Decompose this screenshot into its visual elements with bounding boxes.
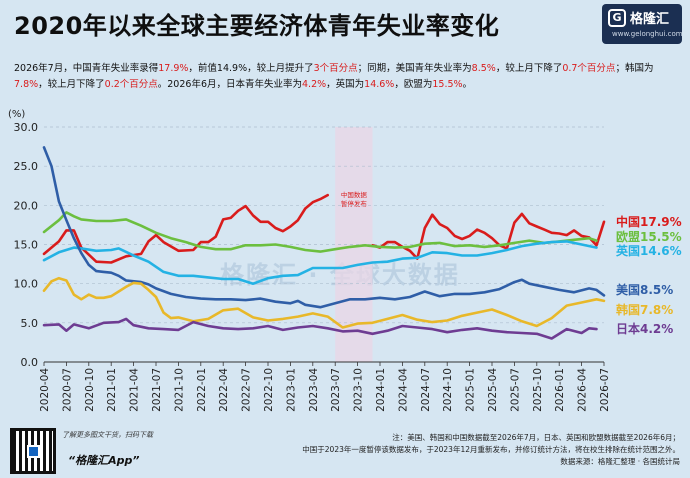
x-tick-label: 2022-01 [196, 368, 208, 412]
logo-name: 格隆汇 [630, 12, 670, 27]
app-promo: 了解更多图文干货，扫码下载 “格隆汇App” [10, 428, 240, 474]
series-line-中国 [371, 212, 606, 260]
qr-code-icon[interactable] [10, 428, 56, 474]
series-end-label: 英国14.6% [616, 243, 682, 258]
note-line-3: 数据来源：格隆汇整理 · 各国统计局 [560, 457, 680, 466]
summary-segment: 2026年7月，中国青年失业率录得 [14, 63, 159, 74]
note-line-2: 中国于2023年一度暂停该数据发布，于2023年12月重新发布，并修订统计方法，… [302, 445, 680, 454]
series-line-英国 [42, 240, 598, 285]
promo-app-name: “格隆汇App” [68, 454, 140, 467]
summary-highlight: 3个百分点 [313, 63, 358, 74]
y-axis-unit: (%) [8, 109, 25, 120]
summary-segment: 。 [462, 79, 473, 90]
y-tick-label: 30.0 [14, 121, 39, 134]
series-line-韩国 [42, 276, 606, 329]
summary-highlight: 4.2% [302, 79, 327, 90]
x-tick-label: 2025-07 [509, 368, 521, 412]
x-tick-label: 2021-04 [129, 368, 141, 412]
summary-segment: ；同期，美国青年失业率为 [357, 63, 472, 74]
y-tick-label: 20.0 [14, 199, 39, 212]
x-tick-label: 2024-01 [375, 368, 387, 412]
series-line-日本 [42, 317, 598, 340]
y-tick-label: 0.0 [21, 356, 39, 369]
note-line-1: 注：美国、韩国和中国数据截至2026年7月，日本、英国和欧盟数据截至2026年6… [392, 433, 680, 442]
summary-highlight: 17.9% [158, 63, 189, 74]
series-end-label: 中国17.9% [616, 214, 682, 229]
y-tick-label: 25.0 [14, 160, 39, 173]
summary-segment: ，较上月下降了 [38, 79, 105, 90]
x-tick-label: 2024-10 [442, 368, 454, 412]
pause-label: 暂停发布 [341, 199, 368, 208]
x-tick-label: 2025-04 [487, 368, 499, 412]
x-tick-label: 2020-07 [61, 368, 73, 412]
x-tick-label: 2021-01 [106, 368, 118, 412]
x-tick-label: 2025-10 [532, 368, 544, 412]
series-line-欧盟 [42, 211, 598, 253]
summary-segment: 。2026年6月，日本青年失业率为 [157, 79, 302, 90]
x-tick-label: 2024-04 [397, 368, 409, 412]
x-tick-label: 2023-10 [353, 368, 365, 412]
x-tick-label: 2022-10 [263, 368, 275, 412]
summary-segment: ，较上月下降了 [495, 63, 563, 74]
summary-highlight: 8.5% [471, 63, 496, 74]
series-line-美国 [42, 146, 606, 309]
x-tick-label: 2022-04 [218, 368, 230, 412]
logo-url: www.gelonghui.com [612, 30, 683, 38]
y-tick-label: 15.0 [14, 239, 39, 252]
summary-highlight: 7.8% [14, 79, 39, 90]
promo-note: 了解更多图文干货，扫码下载 [62, 431, 153, 439]
series-end-label: 韩国7.8% [616, 302, 673, 317]
summary-highlight: 0.2个百分点 [104, 79, 158, 90]
series-end-label: 欧盟15.5% [616, 229, 682, 244]
series-end-label: 日本4.2% [616, 321, 673, 336]
summary-highlight: 15.5% [432, 79, 463, 90]
x-tick-label: 2026-01 [554, 368, 566, 412]
x-tick-label: 2026-07 [599, 368, 611, 412]
y-tick-label: 10.0 [14, 278, 39, 291]
y-tick-label: 5.0 [21, 317, 39, 330]
pause-label: 中国数据 [341, 190, 368, 199]
summary-segment: ，欧盟为 [394, 79, 433, 90]
x-tick-label: 2020-10 [84, 368, 96, 412]
x-tick-label: 2026-04 [577, 368, 589, 412]
source-notes: 注：美国、韩国和中国数据截至2026年7月，日本、英国和欧盟数据截至2026年6… [240, 432, 680, 468]
x-tick-label: 2020-04 [39, 368, 51, 412]
x-tick-label: 2021-07 [151, 368, 163, 412]
summary-segment: ；韩国为 [615, 63, 654, 74]
summary-text: 2026年7月，中国青年失业率录得17.9%，前值14.9%，较上月提升了3个百… [14, 61, 678, 93]
summary-segment: ，前值14.9%，较上月提升了 [188, 63, 314, 74]
summary-segment: ，英国为 [326, 79, 365, 90]
x-tick-label: 2023-07 [330, 368, 342, 412]
x-tick-label: 2025-01 [465, 368, 477, 412]
brand-logo: G 格隆汇 www.gelonghui.com [602, 4, 683, 44]
x-tick-label: 2023-04 [308, 368, 320, 412]
summary-highlight: 14.6% [364, 79, 395, 90]
logo-glyph-icon: G [608, 9, 626, 27]
series-end-label: 美国8.5% [616, 282, 673, 297]
x-tick-label: 2022-07 [241, 368, 253, 412]
x-tick-label: 2024-07 [420, 368, 432, 412]
page-title: 2020年以来全球主要经济体青年失业率变化 [14, 12, 500, 40]
x-tick-label: 2021-10 [173, 368, 185, 412]
series-line-中国 [42, 193, 329, 264]
x-tick-label: 2023-01 [285, 368, 297, 412]
summary-highlight: 0.7个百分点 [562, 63, 616, 74]
